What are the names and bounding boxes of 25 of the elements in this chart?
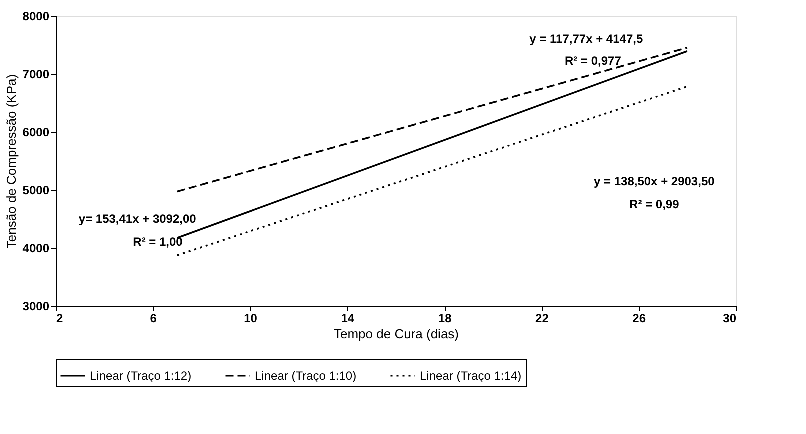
annotation: R² = 1,00 bbox=[133, 235, 184, 250]
x-tick-label: 18 bbox=[438, 312, 452, 326]
y-tick-label: 5000 bbox=[22, 184, 50, 198]
y-tick-label: 3000 bbox=[22, 300, 50, 314]
legend-label: Linear (Traço 1:14) bbox=[420, 369, 522, 383]
x-tick-label: 10 bbox=[244, 312, 258, 326]
x-tick-label: 14 bbox=[341, 312, 355, 326]
y-tick-label: 7000 bbox=[22, 68, 50, 82]
x-tick-label: 26 bbox=[632, 312, 646, 326]
y-tick-label: 4000 bbox=[22, 242, 50, 256]
annotation: y = 138,50x + 2903,50 bbox=[594, 174, 716, 188]
annotation: R² = 0,99 bbox=[630, 198, 680, 212]
annotation: y= 153,41x + 3092,00 bbox=[78, 212, 197, 226]
x-tick-label: 22 bbox=[536, 312, 550, 326]
annotation: y = 117,77x + 4147,5 bbox=[530, 32, 644, 46]
annotation: R² = 0,977 bbox=[565, 54, 622, 68]
y-tick-label: 8000 bbox=[22, 10, 50, 24]
y-tick-label: 6000 bbox=[22, 126, 50, 140]
x-tick-label: 2 bbox=[56, 312, 64, 326]
y-axis-title: Tensão de Compressão (KPa) bbox=[4, 74, 19, 249]
x-tick-label: 30 bbox=[723, 312, 737, 326]
legend-label: Linear (Traço 1:12) bbox=[90, 369, 192, 383]
legend-label: Linear (Traço 1:10) bbox=[255, 369, 357, 383]
x-tick-label: 6 bbox=[150, 312, 158, 326]
x-axis-title: Tempo de Cura (dias) bbox=[334, 326, 459, 342]
